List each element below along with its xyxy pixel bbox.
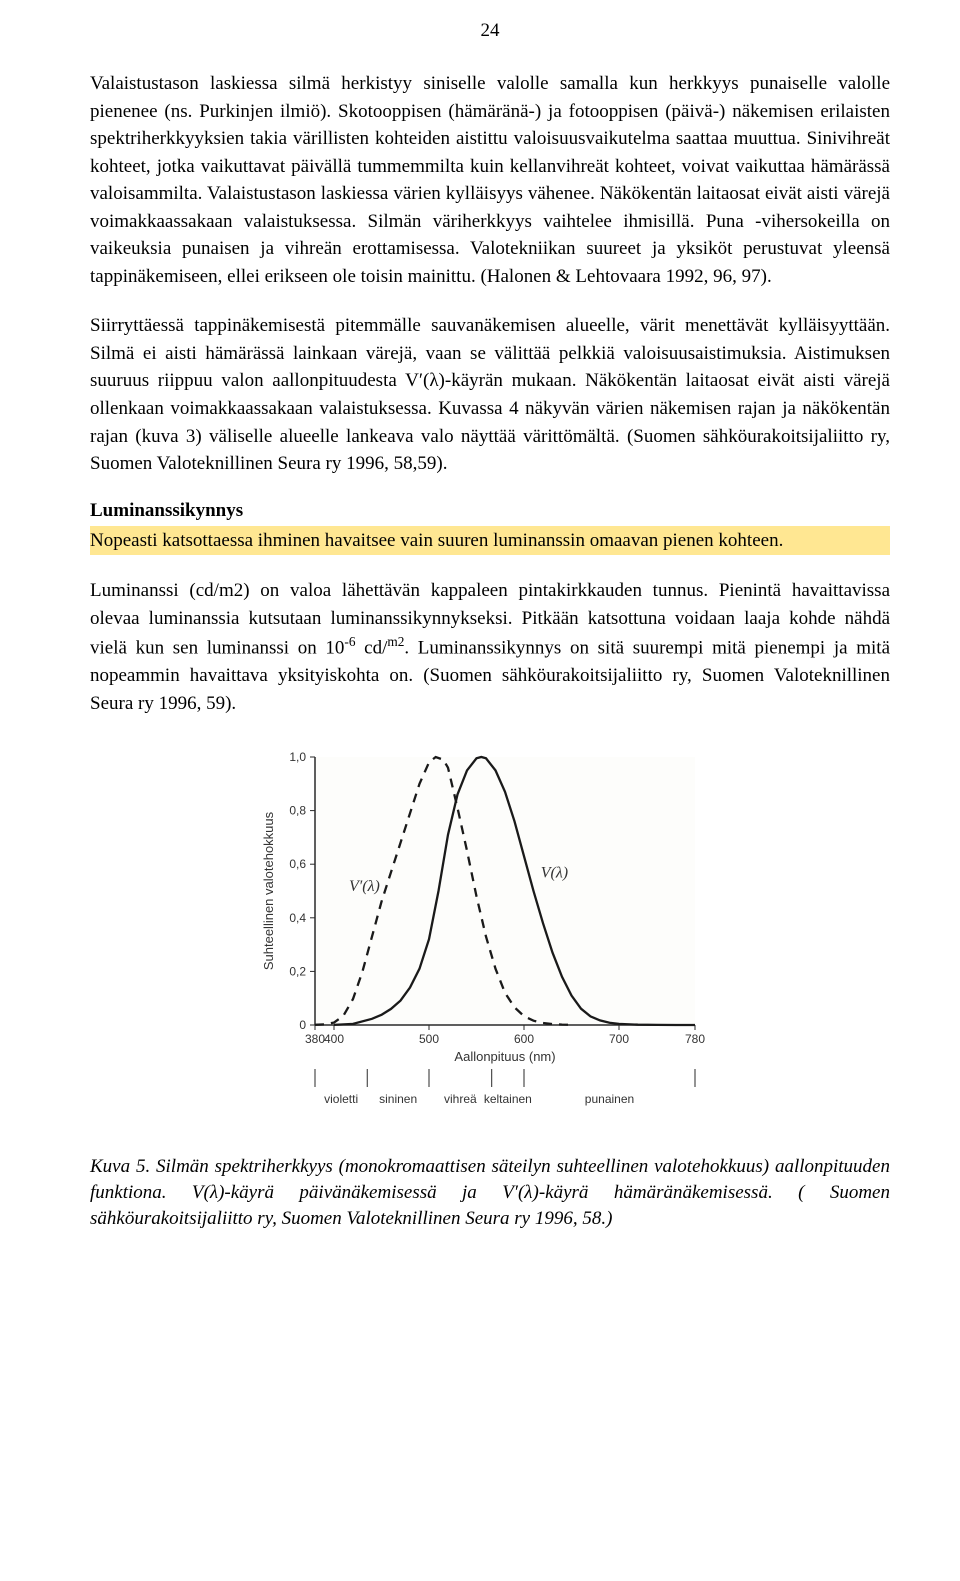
page-number: 24: [90, 20, 890, 42]
p3-text-b: cd/: [355, 638, 387, 659]
section-heading-luminanssikynnys: Luminanssikynnys: [90, 500, 890, 522]
p3-superscript-2: m2: [387, 634, 404, 649]
highlighted-text: Nopeasti katsottaessa ihminen havaitsee …: [90, 527, 890, 555]
highlighted-passage: Nopeasti katsottaessa ihminen havaitsee …: [90, 526, 890, 556]
svg-text:Aallonpituus (nm): Aallonpituus (nm): [454, 1049, 555, 1064]
svg-text:vihreä: vihreä: [444, 1092, 477, 1106]
svg-text:500: 500: [419, 1032, 439, 1046]
paragraph-2: Siirryttäessä tappinäkemisestä pitemmäll…: [90, 312, 890, 477]
svg-text:Suhteellinen valotehokkuus: Suhteellinen valotehokkuus: [261, 812, 276, 971]
svg-text:keltainen: keltainen: [484, 1092, 532, 1106]
svg-text:0,2: 0,2: [289, 965, 306, 979]
svg-text:780: 780: [685, 1032, 705, 1046]
svg-text:0: 0: [299, 1018, 306, 1032]
svg-text:1,0: 1,0: [289, 750, 306, 764]
spectral-sensitivity-chart: 0 0,2 0,4 0,6 0,8 1,0 380400 500 600 700 780 Aallon…: [255, 739, 725, 1139]
svg-text:0,4: 0,4: [289, 911, 306, 925]
svg-text:700: 700: [609, 1032, 629, 1046]
svg-text:V′(λ): V′(λ): [349, 878, 380, 895]
paragraph-3: Luminanssi (cd/m2) on valoa lähettävän k…: [90, 577, 890, 717]
paragraph-1: Valaistustason laskiessa silmä herkistyy…: [90, 70, 890, 290]
figure-5-caption: Kuva 5. Silmän spektriherkkyys (monokrom…: [90, 1154, 890, 1231]
figure-5: 0 0,2 0,4 0,6 0,8 1,0 380400 500 600 700 780 Aallon…: [90, 739, 890, 1144]
p3-superscript-1: -6: [344, 634, 355, 649]
svg-text:400: 400: [324, 1032, 344, 1046]
svg-text:sininen: sininen: [379, 1092, 417, 1106]
svg-text:0,6: 0,6: [289, 857, 306, 871]
svg-text:V(λ): V(λ): [541, 865, 568, 882]
svg-text:violetti: violetti: [324, 1092, 358, 1106]
svg-text:380: 380: [305, 1032, 325, 1046]
svg-text:0,8: 0,8: [289, 804, 306, 818]
page: 24 Valaistustason laskiessa silmä herkis…: [0, 0, 960, 1261]
svg-text:600: 600: [514, 1032, 534, 1046]
svg-text:punainen: punainen: [585, 1092, 634, 1106]
